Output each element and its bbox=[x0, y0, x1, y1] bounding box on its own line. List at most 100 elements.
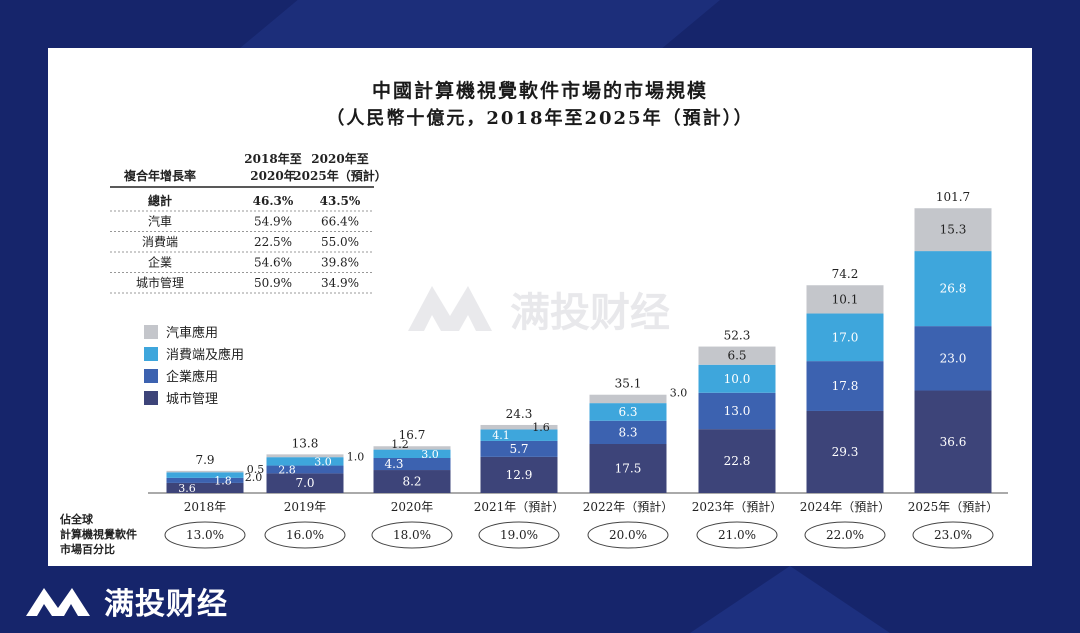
data-label: 4.3 bbox=[384, 457, 403, 471]
data-label: 1.2 bbox=[391, 438, 409, 451]
data-label: 8.2 bbox=[402, 475, 421, 489]
data-label: 3.0 bbox=[421, 448, 439, 461]
total-label: 16.7 bbox=[399, 428, 426, 442]
total-label: 74.2 bbox=[832, 267, 859, 281]
data-label: 2.0 bbox=[245, 471, 263, 484]
x-tick-label: 2018年 bbox=[184, 500, 227, 514]
cagr-col1-header: 2018年至 bbox=[244, 151, 301, 166]
bar-segment-2 bbox=[698, 392, 776, 430]
watermark-logo-icon bbox=[408, 286, 492, 331]
cagr-value: 46.3% bbox=[253, 194, 294, 208]
total-label: 101.7 bbox=[936, 190, 970, 204]
bar-segment-3 bbox=[914, 251, 992, 327]
cagr-row-label: 城市管理 bbox=[136, 275, 184, 290]
legend-swatch bbox=[144, 391, 158, 405]
share-value: 13.0% bbox=[186, 528, 224, 542]
data-label: 5.7 bbox=[509, 442, 528, 456]
data-label: 17.8 bbox=[832, 379, 859, 393]
data-label: 8.3 bbox=[618, 425, 637, 439]
x-tick-label: 2022年（預計） bbox=[583, 499, 674, 514]
cagr-value: 43.5% bbox=[320, 194, 361, 208]
data-label: 17.5 bbox=[615, 462, 642, 476]
share-ellipse bbox=[371, 521, 453, 549]
data-label: 4.1 bbox=[492, 429, 510, 442]
bar-segment-4 bbox=[166, 470, 244, 473]
bar-segment-4 bbox=[698, 346, 776, 365]
bar-segment-4 bbox=[373, 446, 451, 450]
total-label: 13.8 bbox=[292, 436, 319, 450]
x-tick-label: 2021年（預計） bbox=[474, 499, 565, 514]
bar-segment-4 bbox=[914, 208, 992, 252]
cagr-row-label: 總計 bbox=[148, 193, 172, 208]
share-row-label: 計算機視覺軟件 bbox=[60, 527, 137, 541]
legend-swatch bbox=[144, 325, 158, 339]
share-ellipse bbox=[264, 521, 346, 549]
cagr-value: 54.9% bbox=[254, 215, 292, 229]
data-label: 12.9 bbox=[506, 468, 533, 482]
data-label: 29.3 bbox=[832, 445, 859, 459]
bar-segment-4 bbox=[806, 285, 884, 314]
bar-segment-2 bbox=[914, 326, 992, 391]
bar-segment-3 bbox=[373, 449, 451, 458]
data-label: 17.0 bbox=[832, 330, 859, 344]
data-label: 6.3 bbox=[618, 405, 637, 419]
bar-segment-4 bbox=[266, 454, 344, 458]
data-label: 1.8 bbox=[214, 474, 232, 487]
data-label: 0.5 bbox=[247, 463, 265, 476]
brand-logo-icon bbox=[26, 588, 90, 616]
data-label: 22.8 bbox=[724, 454, 751, 468]
bar-segment-1 bbox=[589, 444, 667, 493]
share-value: 16.0% bbox=[286, 528, 324, 542]
data-label: 2.8 bbox=[278, 463, 296, 476]
data-label: 10.0 bbox=[724, 372, 751, 386]
total-label: 7.9 bbox=[195, 453, 214, 467]
share-value: 18.0% bbox=[393, 528, 431, 542]
legend-swatch bbox=[144, 369, 158, 383]
share-value: 22.0% bbox=[826, 528, 864, 542]
x-tick-label: 2025年（預計） bbox=[908, 499, 999, 514]
share-ellipse bbox=[696, 521, 778, 549]
legend-label: 消費端及應用 bbox=[166, 347, 244, 363]
cagr-value: 39.8% bbox=[321, 256, 359, 270]
x-tick-label: 2024年（預計） bbox=[800, 499, 891, 514]
data-label: 3.0 bbox=[314, 455, 332, 468]
brand-name: 满投财经 bbox=[104, 587, 228, 622]
total-label: 24.3 bbox=[506, 407, 533, 421]
legend-label: 汽車應用 bbox=[166, 325, 218, 341]
share-value: 23.0% bbox=[934, 528, 972, 542]
bar-segment-1 bbox=[914, 390, 992, 493]
background-shape bbox=[240, 0, 720, 48]
watermark bbox=[408, 286, 492, 331]
bar-segment-2 bbox=[266, 465, 344, 474]
total-label: 35.1 bbox=[615, 377, 642, 391]
legend-label: 城市管理 bbox=[166, 391, 218, 407]
legend-swatch bbox=[144, 347, 158, 361]
cagr-value: 34.9% bbox=[321, 276, 359, 290]
share-row-label: 佔全球 bbox=[59, 512, 94, 526]
share-ellipse bbox=[804, 521, 886, 549]
bar-segment-1 bbox=[266, 473, 344, 493]
bar-segment-1 bbox=[373, 470, 451, 493]
bar-segment-1 bbox=[166, 482, 244, 493]
data-label: 10.1 bbox=[832, 292, 859, 306]
bar-segment-3 bbox=[698, 364, 776, 393]
data-label: 15.3 bbox=[940, 223, 967, 237]
share-ellipse bbox=[587, 521, 669, 549]
data-label: 23.0 bbox=[940, 351, 967, 365]
share-ellipse bbox=[478, 521, 560, 549]
bar-segment-2 bbox=[806, 361, 884, 411]
cagr-row-label: 消費端 bbox=[142, 234, 178, 249]
cagr-row-label: 汽車 bbox=[148, 214, 172, 229]
bar-segment-2 bbox=[166, 477, 244, 483]
data-label: 1.6 bbox=[532, 421, 550, 434]
bar-segment-4 bbox=[589, 394, 667, 404]
bar-segment-3 bbox=[806, 313, 884, 362]
cagr-col2-header: 2020年至 bbox=[311, 151, 368, 166]
bar-segment-3 bbox=[480, 429, 558, 441]
bar-segment-3 bbox=[166, 472, 244, 478]
x-tick-label: 2023年（預計） bbox=[692, 499, 783, 514]
cagr-value: 50.9% bbox=[254, 276, 292, 290]
share-ellipse bbox=[912, 521, 994, 549]
cagr-value: 55.0% bbox=[321, 235, 359, 249]
data-label: 1.0 bbox=[347, 450, 365, 463]
